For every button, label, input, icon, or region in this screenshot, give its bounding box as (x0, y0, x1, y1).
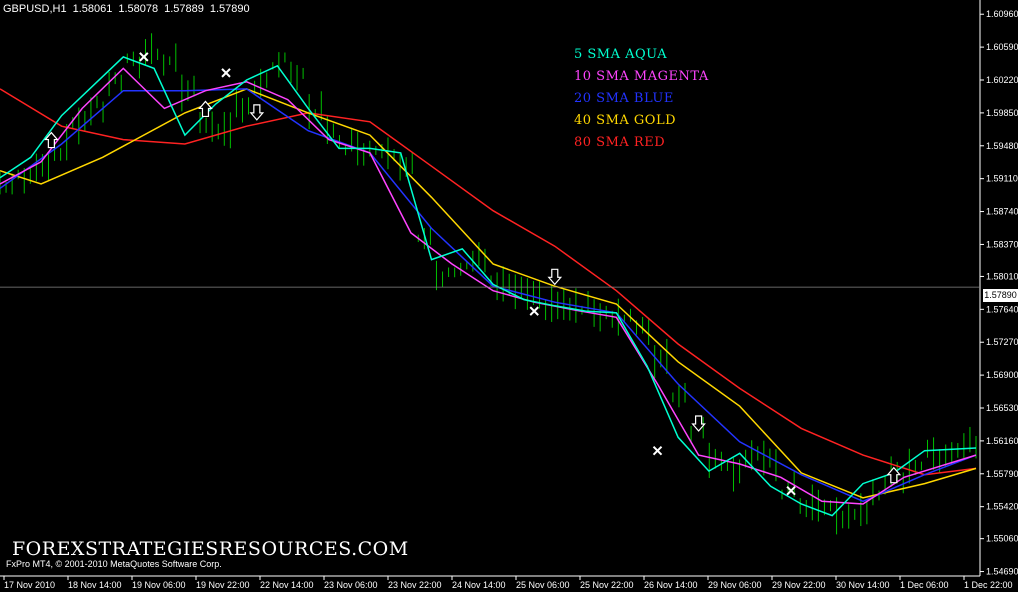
copyright: FxPro MT4, © 2001-2010 MetaQuotes Softwa… (6, 559, 222, 569)
time-tick-label: 18 Nov 14:00 (68, 580, 122, 590)
price-tick-label: 1.59110 (986, 174, 1018, 184)
time-tick-label: 25 Nov 22:00 (580, 580, 634, 590)
time-tick-label: 26 Nov 14:00 (644, 580, 698, 590)
price-tick-label: 1.59850 (986, 108, 1018, 118)
price-tick-label: 1.56530 (986, 403, 1018, 413)
time-tick-label: 1 Dec 06:00 (900, 580, 949, 590)
time-tick-label: 24 Nov 14:00 (452, 580, 506, 590)
arrow-up-icon (198, 100, 213, 118)
time-tick-label: 30 Nov 14:00 (836, 580, 890, 590)
price-tick-label: 1.60590 (986, 42, 1018, 52)
arrow-down-icon (249, 104, 265, 121)
series-line (0, 67, 977, 505)
price-tick-label: 1.59480 (986, 141, 1018, 151)
time-tick-label: 25 Nov 06:00 (516, 580, 570, 590)
price-tick-label: 1.57270 (986, 337, 1018, 347)
cross-icon (652, 445, 663, 456)
cross-icon (786, 485, 796, 496)
time-tick-label: 19 Nov 22:00 (196, 580, 250, 590)
legend-item-magenta: 10 SMA MAGENTA (574, 69, 709, 84)
price-tick-label: 1.54690 (986, 567, 1018, 577)
high-value: 1.58078 (118, 3, 159, 15)
price-tick-label: 1.55420 (986, 502, 1018, 512)
price-tick-label: 1.56900 (986, 370, 1018, 380)
price-tick-label: 1.60960 (986, 9, 1018, 19)
ma-lines (0, 56, 977, 517)
cross-icon (221, 68, 231, 78)
price-tick-label: 1.58010 (986, 271, 1018, 281)
signal-markers (44, 52, 902, 496)
time-tick-label: 29 Nov 22:00 (772, 580, 826, 590)
series-line (0, 88, 977, 499)
legend-item-blue: 20 SMA BLUE (574, 91, 674, 106)
legend-item-gold: 40 SMA GOLD (574, 113, 677, 128)
time-tick-label: 29 Nov 06:00 (708, 580, 762, 590)
symbol-label: GBPUSD,H1 (3, 3, 67, 15)
arrow-up-icon (886, 466, 902, 484)
price-tick-label: 1.55060 (986, 534, 1018, 544)
time-tick-label: 23 Nov 22:00 (388, 580, 442, 590)
series-line (0, 56, 977, 517)
close-value: 1.57890 (209, 3, 250, 15)
current-price-tag: 1.57890 (983, 289, 1018, 302)
price-tick-label: 1.55790 (986, 469, 1018, 479)
arrow-down-icon (547, 268, 563, 286)
price-bars (0, 33, 977, 535)
time-tick-label: 22 Nov 14:00 (260, 580, 314, 590)
legend-item-aqua: 5 SMA AQUA (574, 47, 668, 62)
price-tick-label: 1.57640 (986, 304, 1018, 314)
price-tick-label: 1.60220 (986, 75, 1018, 85)
chart-header: GBPUSD,H1 1.58061 1.58078 1.57889 1.57890 (3, 3, 256, 15)
low-value: 1.57889 (164, 3, 204, 15)
open-value: 1.58061 (72, 3, 113, 15)
legend: 5 SMA AQUA 10 SMA MAGENTA 20 SMA BLUE 40… (574, 44, 709, 154)
cross-icon (529, 306, 539, 316)
arrow-up-icon (44, 131, 59, 149)
series-line (0, 88, 977, 476)
price-tick-label: 1.58740 (986, 207, 1018, 217)
arrow-down-icon (691, 415, 706, 432)
time-tick-label: 23 Nov 06:00 (324, 580, 378, 590)
series-line (0, 88, 977, 503)
price-tick-label: 1.56160 (986, 436, 1018, 446)
time-tick-label: 1 Dec 22:00 (964, 580, 1013, 590)
time-tick-label: 17 Nov 2010 (4, 580, 55, 590)
watermark: FOREXSTRATEGIESRESOURCES.COM (12, 538, 409, 560)
cross-icon (139, 52, 149, 62)
price-tick-label: 1.58370 (986, 239, 1018, 249)
time-tick-label: 19 Nov 06:00 (132, 580, 186, 590)
legend-item-red: 80 SMA RED (574, 135, 666, 150)
